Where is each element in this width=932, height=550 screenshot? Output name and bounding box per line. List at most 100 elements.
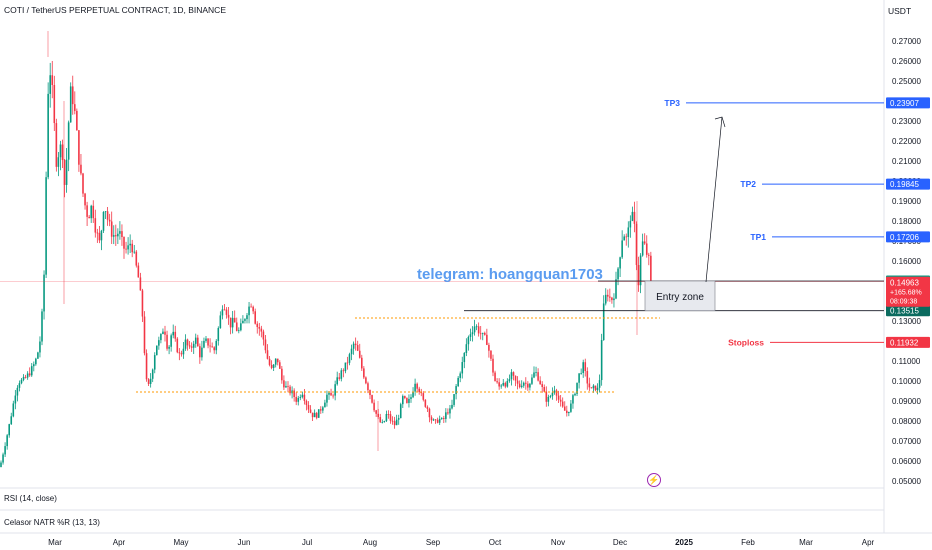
candle (20, 379, 23, 384)
candle (268, 358, 271, 365)
candle (123, 237, 125, 249)
candle (94, 218, 97, 233)
candle (402, 396, 404, 405)
candle (43, 274, 45, 312)
candle (16, 387, 19, 396)
candle (418, 388, 420, 393)
candle (264, 339, 267, 351)
candle (244, 319, 246, 321)
candle (449, 408, 451, 414)
candle (276, 358, 279, 363)
candle (434, 419, 437, 421)
zone-bottom-tag-text: 0.13515 (890, 307, 919, 316)
candle (527, 383, 529, 388)
y-tick-label: 0.26000 (892, 57, 921, 66)
x-tick-label: Sep (426, 538, 441, 547)
candle (631, 211, 634, 221)
candle (475, 326, 478, 328)
candle (209, 345, 211, 347)
candle (598, 380, 601, 388)
candle (88, 216, 90, 219)
candle (326, 394, 328, 403)
candle (350, 348, 353, 355)
candle (443, 418, 445, 419)
candle (45, 177, 47, 275)
candle (262, 331, 265, 340)
chart-title: COTI / TetherUS PERPETUAL CONTRACT, 1D, … (4, 5, 226, 15)
candle (53, 85, 56, 124)
candle (289, 386, 291, 394)
x-tick-label: 2025 (675, 538, 693, 547)
candle (86, 205, 88, 217)
candle (76, 110, 78, 131)
candle (479, 333, 482, 335)
candle (137, 265, 140, 278)
candle (311, 412, 314, 418)
candle (285, 385, 287, 388)
candle (133, 251, 136, 253)
y-tick-label: 0.21000 (892, 157, 921, 166)
candle (533, 372, 535, 378)
candle (135, 251, 138, 266)
y-tick-label: 0.09000 (892, 397, 921, 406)
candle (158, 340, 160, 346)
rsi-indicator-label[interactable]: RSI (14, close) (4, 494, 57, 503)
y-tick-label: 0.25000 (892, 77, 921, 86)
candle (266, 350, 269, 359)
tp1-tag-text: 0.17206 (890, 233, 919, 242)
candle (607, 294, 609, 297)
candle (174, 331, 177, 339)
candle (641, 241, 644, 256)
candle (426, 406, 429, 409)
candle (35, 358, 37, 365)
candle (315, 412, 318, 418)
candle (379, 417, 382, 423)
candle (555, 390, 558, 396)
candle (416, 383, 418, 389)
candle (211, 346, 213, 348)
candle (397, 418, 400, 420)
lightning-icon[interactable]: ⚡ (647, 473, 661, 487)
candle (430, 417, 433, 421)
candle (217, 328, 220, 341)
candle (301, 394, 304, 398)
candle (467, 336, 470, 345)
x-tick-label: May (173, 538, 188, 547)
candle (180, 353, 183, 355)
candle (420, 392, 423, 394)
y-tick-label: 0.06000 (892, 457, 921, 466)
candle (207, 338, 209, 346)
candle (539, 380, 541, 385)
candle (639, 255, 642, 286)
candle (371, 395, 373, 403)
candle (356, 345, 359, 351)
candle (63, 160, 66, 185)
candle (551, 392, 554, 397)
candle (584, 362, 587, 372)
telegram-annotation: telegram: hoangquan1703 (417, 266, 603, 283)
candle (252, 306, 254, 312)
candle (361, 357, 363, 369)
candle (24, 376, 27, 378)
natr-indicator-label[interactable]: Celasor NATR %R (13, 13) (4, 518, 100, 527)
candle (240, 323, 242, 331)
candle (182, 348, 185, 355)
candle (172, 331, 174, 336)
candle (295, 396, 297, 402)
candle (549, 396, 552, 397)
candle (279, 362, 281, 369)
candle (643, 241, 646, 244)
candle (399, 404, 402, 419)
candle (170, 335, 172, 347)
candle (307, 405, 310, 410)
candle (322, 407, 324, 411)
candle (59, 144, 62, 158)
stoploss-tag (886, 336, 930, 348)
tp2-tag-text: 0.19845 (890, 180, 919, 189)
candle (309, 409, 312, 413)
y-tick-label: 0.23000 (892, 117, 921, 126)
current-price-tag (886, 276, 930, 307)
candle (561, 401, 564, 407)
candle (494, 372, 496, 382)
